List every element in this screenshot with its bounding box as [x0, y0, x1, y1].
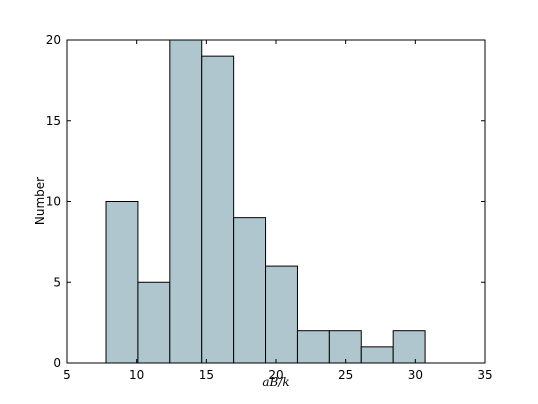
- bar: [360, 346, 394, 364]
- y-tick-label: 0: [53, 356, 61, 370]
- y-axis-label: Number: [33, 177, 47, 225]
- y-tick-label: 5: [53, 275, 61, 289]
- x-tick-label: 5: [63, 368, 71, 382]
- bar: [105, 201, 139, 364]
- bar: [201, 55, 235, 364]
- bar: [265, 265, 298, 364]
- y-tick-label: 20: [46, 33, 61, 47]
- bar: [296, 330, 330, 364]
- x-axis-label: aB/k: [262, 375, 289, 389]
- bar: [392, 330, 426, 364]
- x-tick-label: 25: [338, 368, 353, 382]
- bar: [328, 330, 362, 364]
- bar: [233, 217, 267, 364]
- x-tick-label: 10: [129, 368, 144, 382]
- x-tick-label: 30: [408, 368, 423, 382]
- x-tick-label: 20: [268, 368, 283, 382]
- bar: [137, 281, 171, 364]
- x-tick-label: 15: [199, 368, 214, 382]
- bar: [169, 39, 203, 364]
- y-tick-label: 15: [46, 114, 61, 128]
- y-tick-label: 10: [46, 195, 61, 209]
- x-tick-label: 35: [477, 368, 492, 382]
